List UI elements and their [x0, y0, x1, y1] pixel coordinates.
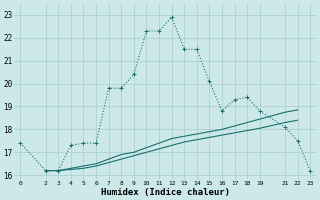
X-axis label: Humidex (Indice chaleur): Humidex (Indice chaleur) — [101, 188, 230, 197]
